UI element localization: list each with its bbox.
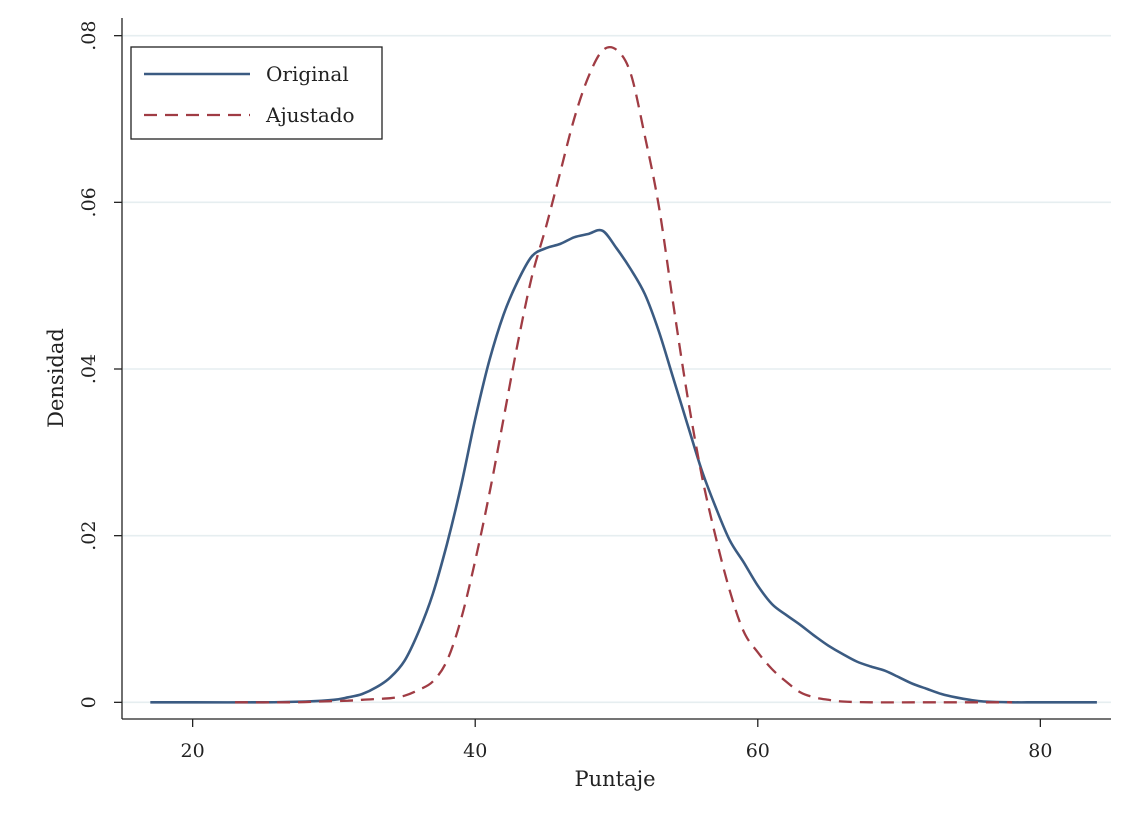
x-tick-label-3: 80 — [1028, 740, 1052, 762]
x-tick-label-1: 40 — [463, 740, 487, 762]
axis-ticks: 0 .02 .04 .06 .08 20 40 60 80 — [78, 21, 1052, 762]
y-axis-title: Densidad — [44, 328, 68, 428]
x-tick-label-0: 20 — [181, 740, 205, 762]
y-tick-label-3: .06 — [78, 187, 100, 217]
legend-label-ajustado: Ajustado — [265, 103, 355, 127]
y-tick-label-1: .02 — [78, 521, 100, 551]
x-axis-title: Puntaje — [574, 767, 655, 791]
series-lines — [150, 45, 1097, 704]
legend-label-original: Original — [266, 62, 349, 86]
y-tick-label-4: .08 — [78, 21, 100, 51]
y-tick-label-2: .04 — [78, 354, 100, 384]
legend: Original Ajustado — [130, 46, 383, 140]
series-line-original — [150, 228, 1097, 704]
y-tick-label-0: 0 — [78, 696, 100, 708]
legend-box — [130, 46, 383, 140]
series-line-ajustado — [234, 45, 1013, 704]
x-tick-label-2: 60 — [746, 740, 770, 762]
